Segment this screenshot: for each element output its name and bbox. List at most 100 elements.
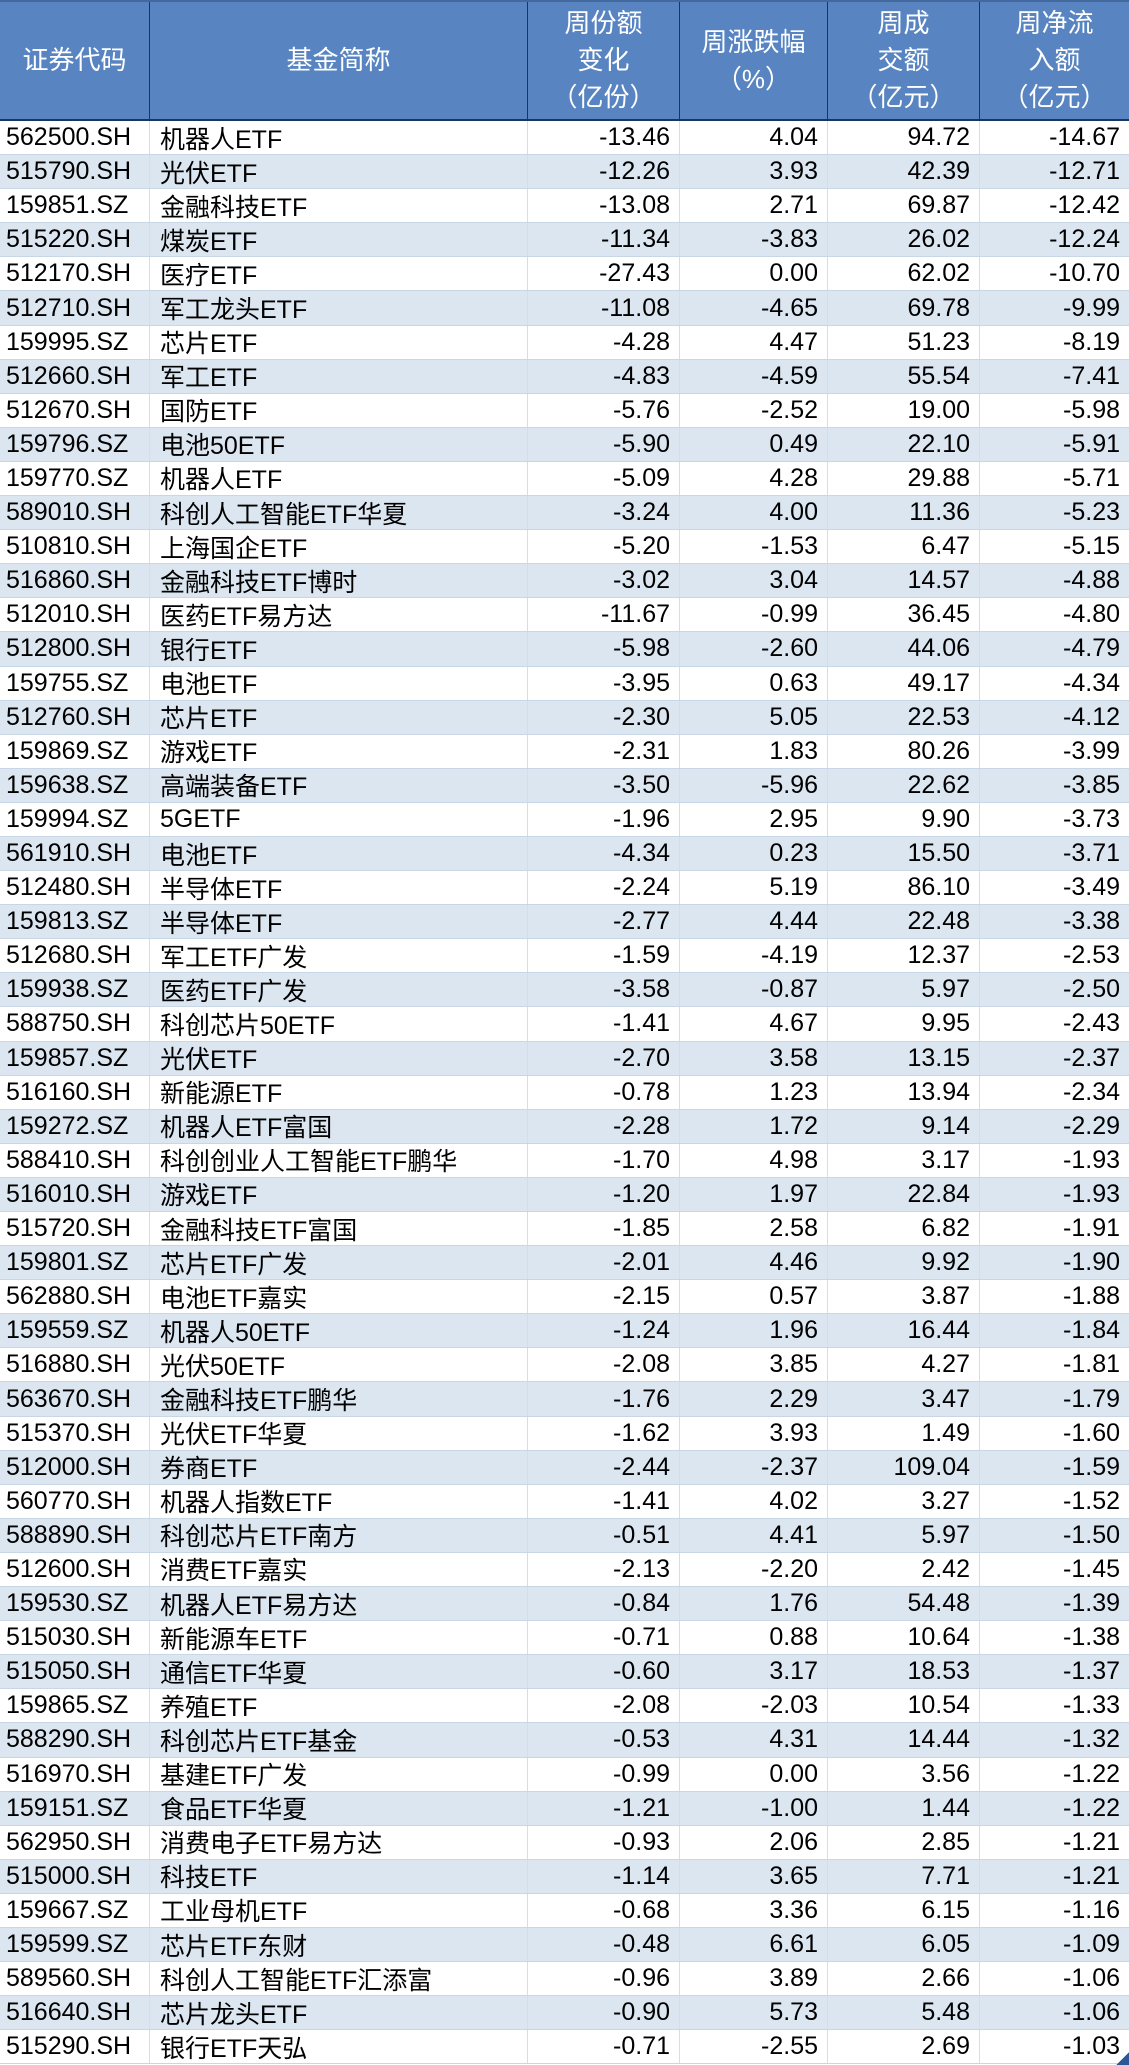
cell-name: 机器人指数ETF (150, 1484, 528, 1518)
cell-net_inflow: -4.12 (1063, 702, 1120, 731)
cell-code: 560770.SH (0, 1484, 150, 1518)
cell-pct_change: 0.57 (680, 1280, 828, 1314)
cell-turnover: 49.17 (828, 666, 980, 700)
cell-turnover: 11.36 (828, 496, 980, 530)
selection-fill-handle-icon (1116, 2052, 1129, 2065)
cell-name: 食品ETF华夏 (150, 1791, 528, 1825)
cell-share_change: -1.59 (528, 939, 680, 973)
table-row: 588750.SH 科创芯片50ETF -1.41 4.67 9.95 -2.43 (0, 1007, 1129, 1042)
cell-code: 159869.SZ (0, 734, 150, 768)
cell-share_change: -0.53 (528, 1723, 680, 1757)
cell-net_inflow: -1.38 (1063, 1623, 1120, 1652)
cell-pct_change: 5.19 (680, 871, 828, 905)
cell-code: 588890.SH (0, 1518, 150, 1552)
cell-pct_change: -4.19 (680, 939, 828, 973)
cell-net_inflow: -1.84 (1063, 1316, 1120, 1345)
cell-pct_change: 2.06 (680, 1825, 828, 1859)
cell-turnover: 10.54 (828, 1689, 980, 1723)
cell-code: 159272.SZ (0, 1109, 150, 1143)
cell-net_inflow: -1.21 (1063, 1861, 1120, 1890)
column-header-share-change: 周份额 变化 （亿份） (528, 2, 680, 119)
table-row: 159865.SZ 养殖ETF -2.08 -2.03 10.54 -1.33 (0, 1689, 1129, 1724)
cell-pct_change: 3.93 (680, 155, 828, 189)
cell-pct_change: -3.83 (680, 223, 828, 257)
table-row: 516640.SH 芯片龙头ETF -0.90 5.73 5.48 -1.06 (0, 1996, 1129, 2031)
cell-name: 科创人工智能ETF华夏 (150, 496, 528, 530)
cell-net_inflow: -3.38 (1063, 907, 1120, 936)
cell-code: 588290.SH (0, 1723, 150, 1757)
cell-turnover: 13.94 (828, 1075, 980, 1109)
cell-turnover: 5.97 (828, 973, 980, 1007)
cell-pct_change: 4.67 (680, 1007, 828, 1041)
cell-code: 159865.SZ (0, 1689, 150, 1723)
cell-net_inflow: -1.33 (1063, 1691, 1120, 1720)
cell-net_inflow: -1.22 (1063, 1793, 1120, 1822)
cell-pct_change: 1.83 (680, 734, 828, 768)
cell-share_change: -27.43 (528, 257, 680, 291)
cell-share_change: -4.83 (528, 359, 680, 393)
cell-name: 机器人ETF (150, 121, 528, 155)
cell-code: 561910.SH (0, 836, 150, 871)
cell-turnover: 3.47 (828, 1382, 980, 1416)
cell-share_change: -4.28 (528, 325, 680, 359)
cell-net_inflow: -1.39 (1063, 1589, 1120, 1618)
cell-name: 金融科技ETF鹏华 (150, 1382, 528, 1416)
cell-pct_change: 4.02 (680, 1484, 828, 1518)
cell-net_inflow: -9.99 (1063, 293, 1120, 322)
cell-net_inflow: -1.50 (1063, 1520, 1120, 1549)
cell-net_inflow: -4.79 (1063, 634, 1120, 663)
cell-turnover: 6.15 (828, 1893, 980, 1927)
cell-name: 电池ETF (150, 666, 528, 700)
cell-net_inflow: -1.60 (1063, 1418, 1120, 1447)
cell-turnover: 44.06 (828, 632, 980, 666)
cell-share_change: -11.67 (528, 598, 680, 632)
cell-share_change: -0.51 (528, 1518, 680, 1552)
cell-share_change: -2.28 (528, 1109, 680, 1143)
cell-name: 券商ETF (150, 1450, 528, 1484)
cell-name: 工业母机ETF (150, 1893, 528, 1927)
cell-turnover: 9.14 (828, 1109, 980, 1143)
cell-net_inflow: -1.09 (1063, 1930, 1120, 1959)
cell-turnover: 3.27 (828, 1484, 980, 1518)
cell-turnover: 36.45 (828, 598, 980, 632)
table-row: 515370.SH 光伏ETF华夏 -1.62 3.93 1.49 -1.60 (0, 1416, 1129, 1451)
cell-code: 159857.SZ (0, 1041, 150, 1075)
cell-share_change: -5.20 (528, 530, 680, 564)
cell-name: 光伏ETF (150, 155, 528, 189)
cell-net_inflow: -1.37 (1063, 1657, 1120, 1686)
cell-pct_change: 1.23 (680, 1075, 828, 1109)
cell-share_change: -2.08 (528, 1689, 680, 1723)
cell-pct_change: -2.60 (680, 632, 828, 666)
cell-net_inflow: -12.24 (1049, 225, 1120, 254)
cell-share_change: -11.34 (528, 223, 680, 257)
cell-share_change: -3.95 (528, 666, 680, 700)
cell-name: 机器人50ETF (150, 1314, 528, 1348)
cell-code: 159151.SZ (0, 1791, 150, 1825)
table-row: 512710.SH 军工龙头ETF -11.08 -4.65 69.78 -9.99 (0, 291, 1129, 326)
cell-name: 军工ETF (150, 359, 528, 393)
table-row: 512000.SH 券商ETF -2.44 -2.37 109.04 -1.59 (0, 1450, 1129, 1485)
table-row: 515050.SH 通信ETF华夏 -0.60 3.17 18.53 -1.37 (0, 1655, 1129, 1690)
cell-net_inflow: -3.99 (1063, 736, 1120, 765)
cell-net_inflow: -4.80 (1063, 600, 1120, 629)
cell-name: 科技ETF (150, 1859, 528, 1893)
cell-net_inflow: -2.29 (1063, 1111, 1120, 1140)
cell-pct_change: -0.99 (680, 598, 828, 632)
cell-net_inflow: -1.06 (1063, 1998, 1120, 2027)
cell-name: 科创创业人工智能ETF鹏华 (150, 1143, 528, 1177)
cell-share_change: -0.84 (528, 1587, 680, 1621)
table-row: 516970.SH 基建ETF广发 -0.99 0.00 3.56 -1.22 (0, 1757, 1129, 1792)
cell-name: 5GETF (150, 802, 528, 836)
cell-net_inflow: -2.50 (1063, 975, 1120, 1004)
cell-pct_change: 0.00 (680, 1757, 828, 1791)
cell-code: 159667.SZ (0, 1893, 150, 1927)
cell-share_change: -0.48 (528, 1927, 680, 1962)
cell-share_change: -2.30 (528, 700, 680, 734)
cell-pct_change: -5.96 (680, 768, 828, 802)
cell-turnover: 29.88 (828, 461, 980, 496)
cell-turnover: 18.53 (828, 1655, 980, 1689)
cell-pct_change: 3.93 (680, 1416, 828, 1450)
cell-pct_change: 4.28 (680, 461, 828, 496)
table-row: 562950.SH 消费电子ETF易方达 -0.93 2.06 2.85 -1.21 (0, 1825, 1129, 1860)
cell-net_inflow: -5.98 (1063, 395, 1120, 424)
